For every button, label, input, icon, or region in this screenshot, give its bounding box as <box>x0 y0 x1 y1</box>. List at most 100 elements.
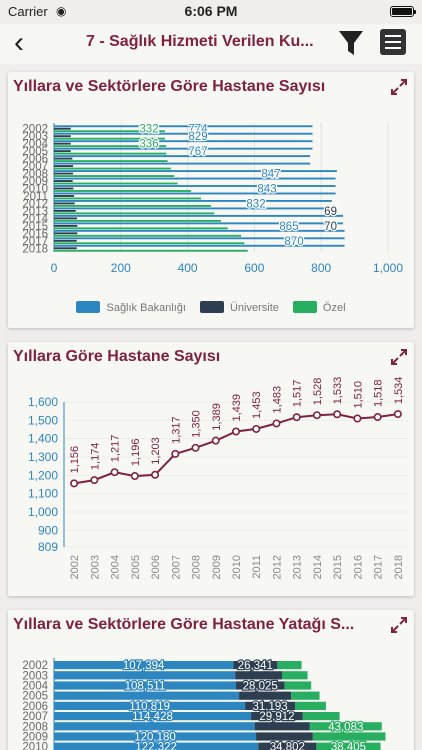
data-point <box>292 413 301 422</box>
bar <box>54 140 313 143</box>
hospital-beds-chart: 2002200320042005200620072008200920102011… <box>22 658 386 750</box>
data-label: 1,439 <box>231 394 243 422</box>
bar <box>54 195 75 197</box>
y-tick-label: 1,000 <box>28 505 58 519</box>
x-tick-label: 800 <box>311 261 331 275</box>
data-label: 1,510 <box>352 381 364 409</box>
x-tick-label: 2014 <box>312 555 324 579</box>
x-tick-label: 2010 <box>231 555 243 579</box>
data-label: 1,196 <box>130 439 142 467</box>
data-label: 336 <box>139 139 158 151</box>
expand-icon[interactable] <box>390 78 408 96</box>
data-point <box>211 436 220 445</box>
data-label: 829 <box>188 131 207 143</box>
y-tick-label: 2002 <box>22 124 48 136</box>
bar <box>54 671 236 680</box>
y-tick-label: 2010 <box>22 184 48 196</box>
bar <box>54 212 215 215</box>
data-label: 43,083 <box>328 721 363 733</box>
data-label: 1,453 <box>251 391 263 419</box>
bar <box>54 167 171 170</box>
data-label: 774 <box>188 124 208 136</box>
bar <box>277 661 302 670</box>
data-label: 1,389 <box>211 403 223 431</box>
data-label: 1,350 <box>191 410 203 438</box>
data-label: 1,317 <box>170 416 182 444</box>
x-tick-label: 0 <box>51 261 58 275</box>
y-tick-label: 2004 <box>22 139 48 151</box>
data-label: 847 <box>261 169 280 181</box>
y-tick-label: 2007 <box>22 161 48 173</box>
legend-label: Üniversite <box>229 302 279 314</box>
bar <box>54 130 165 133</box>
list-icon[interactable] <box>380 29 406 55</box>
y-tick-label: 1,600 <box>28 395 58 409</box>
data-label: 38,405 <box>331 742 366 750</box>
y-tick-label: 2014 <box>22 213 48 225</box>
x-tick-label: 2008 <box>191 555 203 579</box>
expand-icon[interactable] <box>390 616 408 634</box>
x-tick-label: 2004 <box>110 555 122 579</box>
chevron-left-icon[interactable]: ‹ <box>14 26 24 59</box>
nav-bar: ‹ 7 - Sağlık Hizmeti Verilen Ku... <box>0 24 422 64</box>
y-tick-label: 2009 <box>22 732 48 744</box>
bar <box>54 722 255 731</box>
x-tick-label: 2016 <box>352 555 364 579</box>
legend-label: Özel <box>322 302 346 314</box>
bar <box>54 222 343 225</box>
data-point <box>373 413 382 422</box>
bar <box>54 237 345 240</box>
data-label: 34,802 <box>270 742 305 750</box>
legend-item[interactable]: Üniversite <box>199 301 279 314</box>
bar <box>54 190 191 192</box>
y-tick-label: 1,100 <box>28 487 58 501</box>
y-tick-label: 2005 <box>22 146 48 158</box>
y-tick-label: 2002 <box>22 660 48 672</box>
legend-item[interactable]: Özel <box>292 301 346 314</box>
data-label: 108,511 <box>125 681 166 693</box>
bar <box>309 722 382 731</box>
data-label: 870 <box>284 236 303 248</box>
expand-icon[interactable] <box>390 348 408 366</box>
data-point <box>130 472 139 481</box>
data-label: 120,180 <box>134 732 176 744</box>
legend-swatch <box>199 301 224 313</box>
data-label: 28,025 <box>243 681 278 693</box>
y-tick-label: 2008 <box>22 169 48 181</box>
data-label: 843 <box>257 184 276 196</box>
bar <box>54 204 211 207</box>
bar <box>54 219 221 222</box>
x-tick-label: 2015 <box>332 555 344 579</box>
bar <box>235 671 283 680</box>
x-tick-label: 2011 <box>251 555 263 579</box>
y-tick-label: 2009 <box>22 176 48 188</box>
y-tick-label: 2004 <box>22 681 48 693</box>
legend-item[interactable]: Sağlık Bakanlığı <box>76 301 186 314</box>
y-tick-label: 2007 <box>22 711 48 723</box>
hospital-by-sector-chart: 0 200 400 600 800 1,0002002200320042005200620… <box>22 122 403 275</box>
bar <box>54 160 168 163</box>
bar <box>295 701 326 710</box>
x-tick-label: 2012 <box>271 555 283 579</box>
bar <box>54 207 332 210</box>
data-point <box>353 414 362 423</box>
data-label: 1,203 <box>150 437 162 465</box>
bar <box>54 681 237 690</box>
bar <box>284 681 312 690</box>
y-tick-label: 2017 <box>22 236 48 248</box>
bar <box>54 732 257 741</box>
x-tick-label: 2003 <box>89 555 101 579</box>
bar <box>54 200 332 202</box>
chart-card-hospital-by-year: Yıllara Göre Hastane Sayısı 1,600 1,500 1,… <box>8 342 414 596</box>
y-tick-label: 1,200 <box>28 468 58 482</box>
bar <box>54 145 167 148</box>
bar <box>54 234 242 237</box>
bar <box>54 162 311 165</box>
bar <box>54 214 343 217</box>
bar <box>54 229 345 232</box>
filter-icon[interactable] <box>338 28 364 58</box>
bar <box>54 249 248 252</box>
data-point <box>191 443 200 452</box>
bar <box>54 242 245 245</box>
bar <box>54 137 165 140</box>
